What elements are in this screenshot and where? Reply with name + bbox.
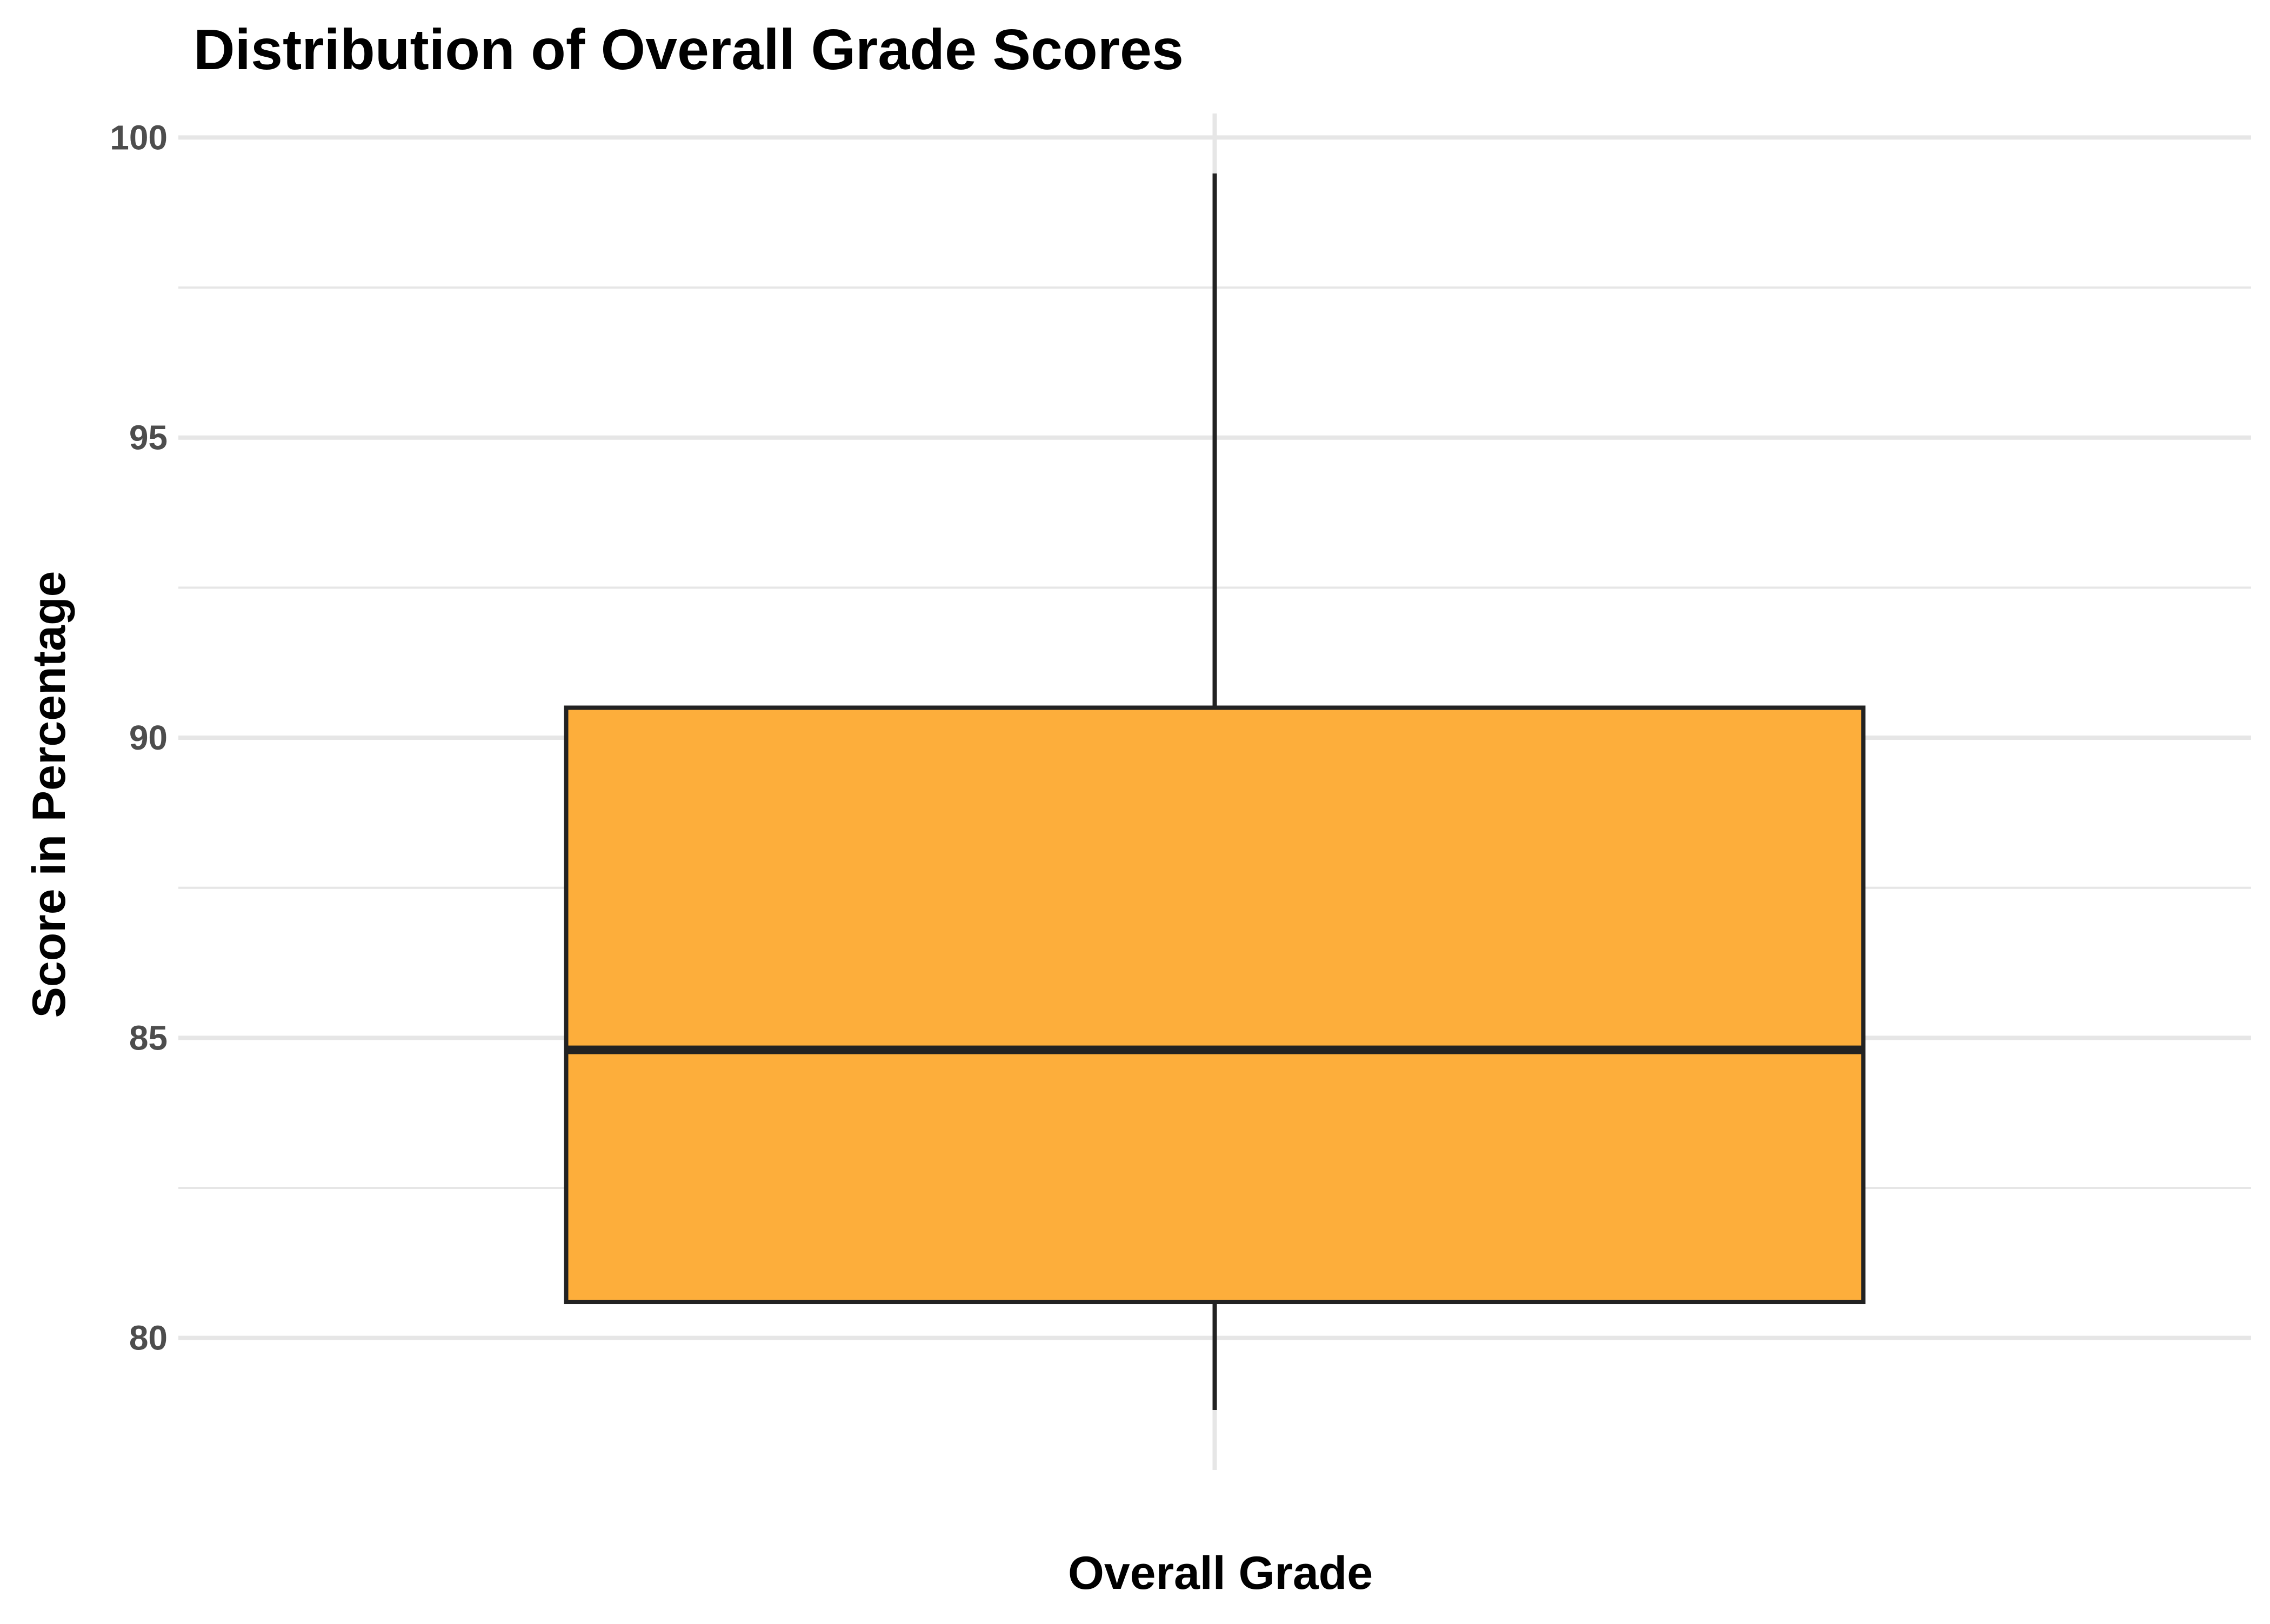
y-tick-label: 85 <box>129 1018 168 1057</box>
tick-layer: 80 85 90 95 100 <box>110 118 168 1357</box>
box-layer <box>564 173 1866 1410</box>
y-tick-label: 80 <box>129 1319 168 1358</box>
chart-title: Distribution of Overall Grade Scores <box>193 18 1184 82</box>
y-tick-label: 90 <box>129 718 168 757</box>
y-tick-label: 95 <box>129 418 168 457</box>
x-axis-title: Overall Grade <box>1068 1547 1373 1599</box>
y-tick-label: 100 <box>110 118 168 157</box>
y-axis-title: Score in Percentage <box>23 571 75 1018</box>
iqr-box <box>564 705 1866 1305</box>
